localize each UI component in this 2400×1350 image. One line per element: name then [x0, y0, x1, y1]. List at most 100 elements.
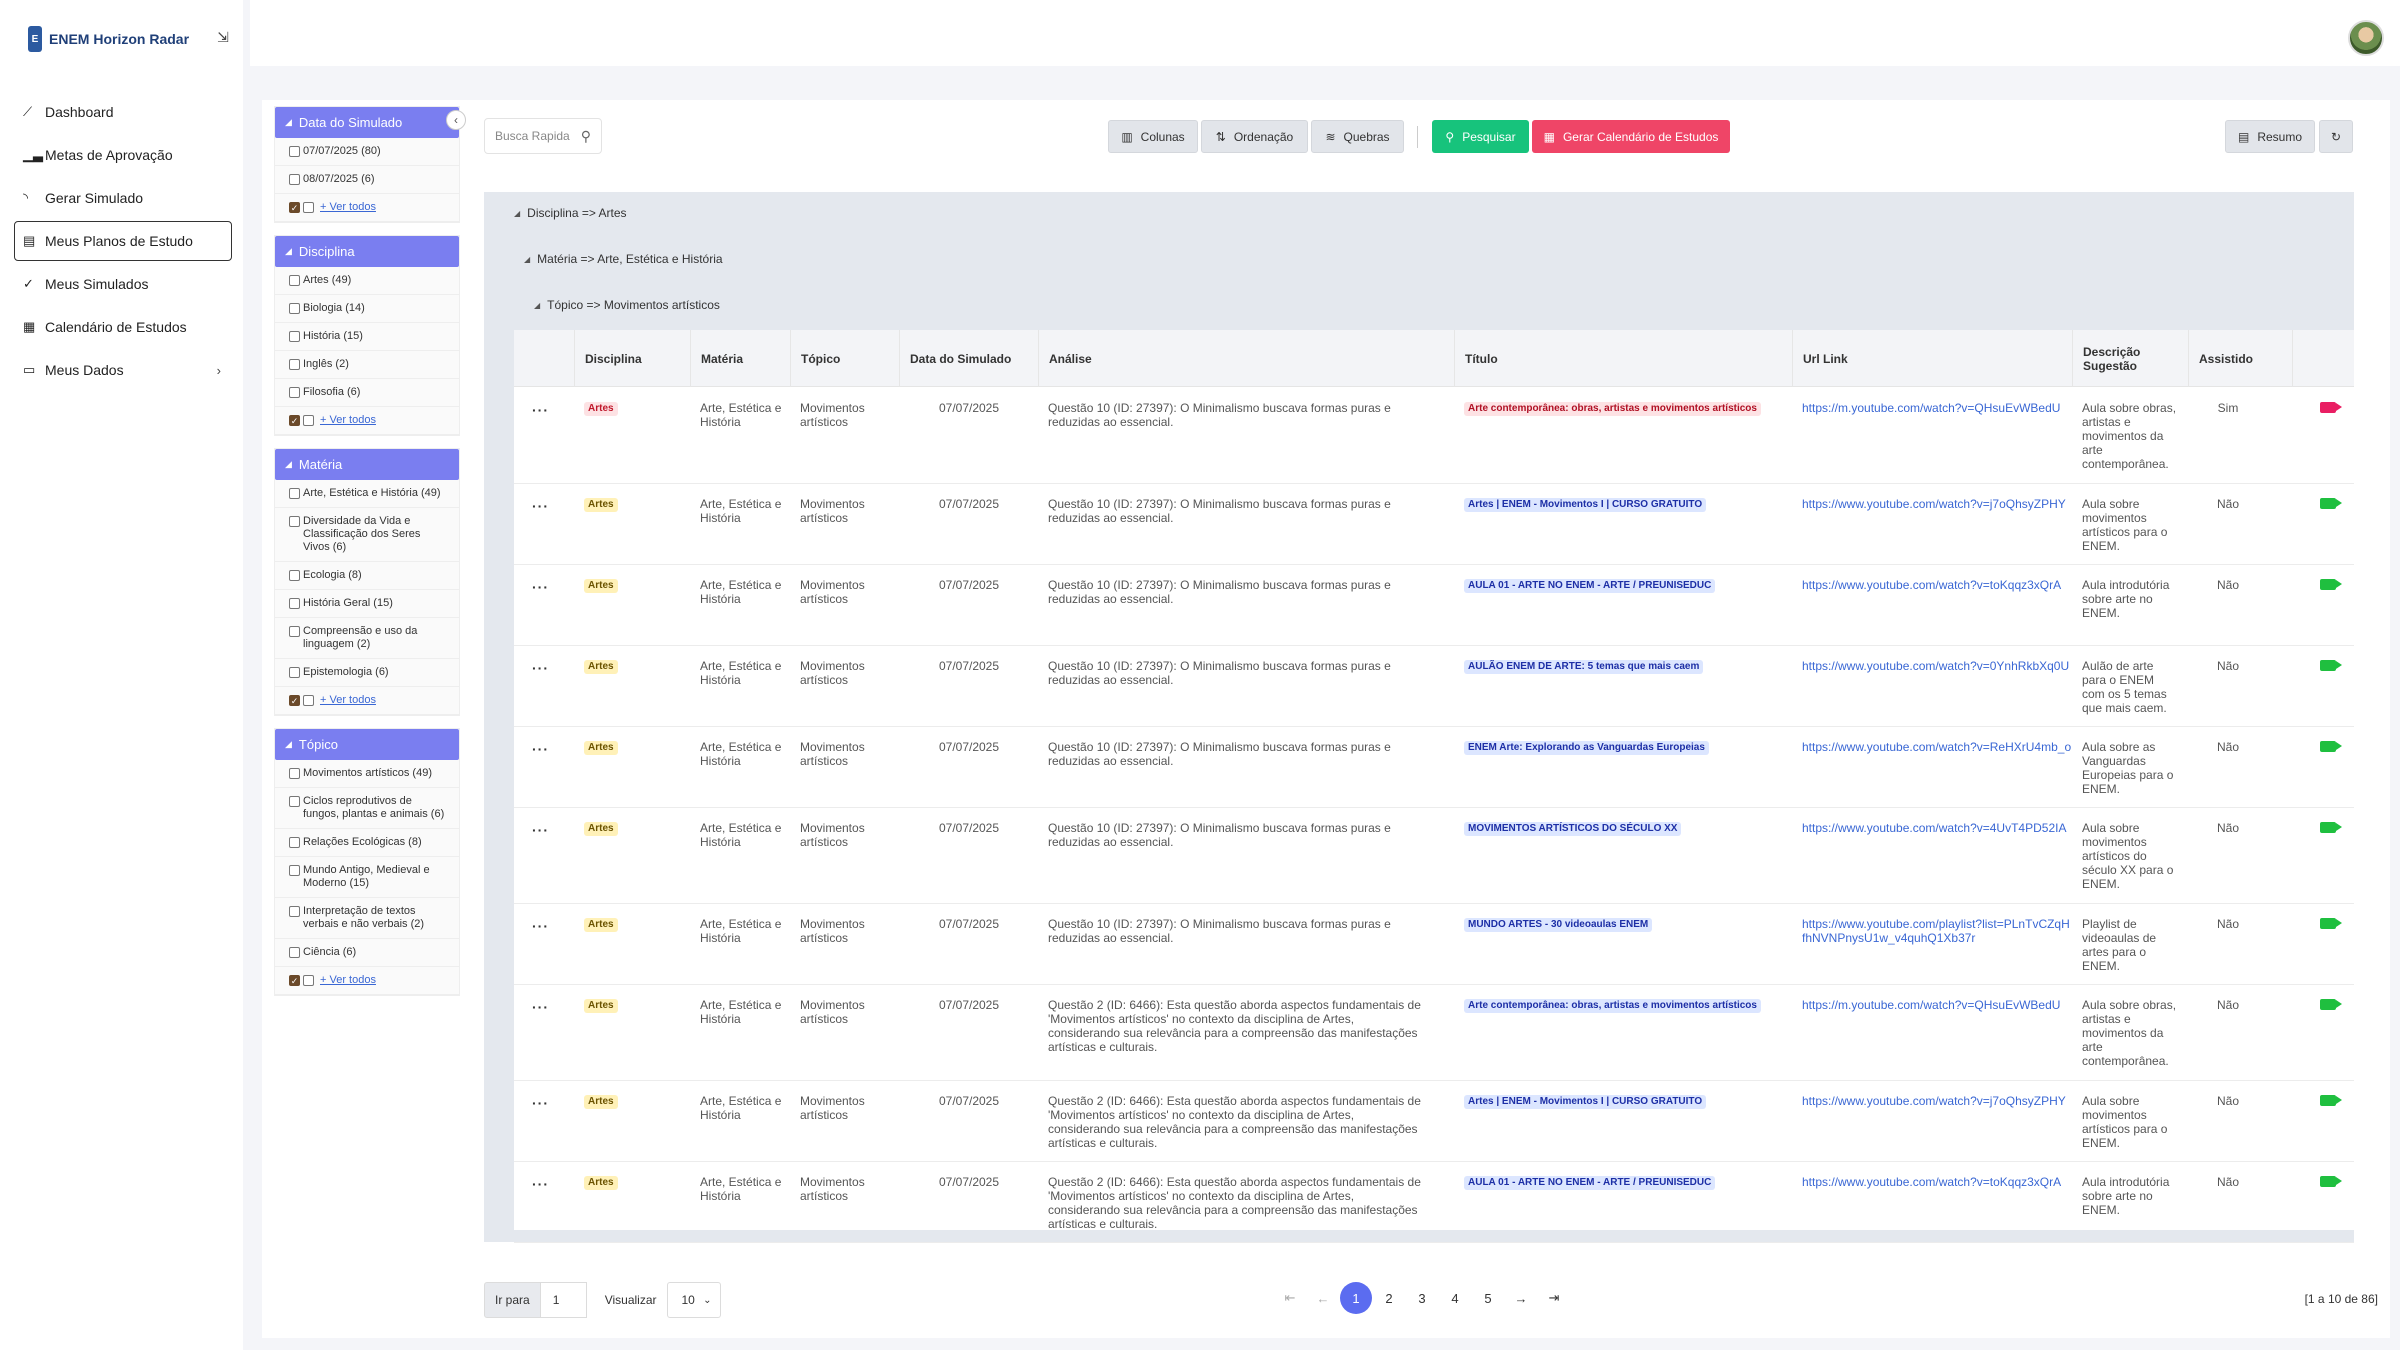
- avatar[interactable]: [2348, 20, 2384, 56]
- ver-todos-link[interactable]: + Ver todos: [320, 694, 376, 706]
- row-actions-icon[interactable]: ···: [532, 660, 549, 676]
- column-header-descri-o-sugest-o[interactable]: Descrição Sugestão: [2072, 330, 2188, 387]
- prev-page-icon[interactable]: ←: [1316, 1290, 1330, 1306]
- filter-header[interactable]: ◢ Disciplina: [275, 236, 459, 267]
- checkbox[interactable]: [289, 667, 300, 678]
- filter-header[interactable]: ◢ Data do Simulado: [275, 107, 459, 138]
- checkbox[interactable]: [289, 387, 300, 398]
- nav-item-calend-rio-de-estudos[interactable]: ▦ Calendário de Estudos: [14, 307, 232, 347]
- checkbox[interactable]: [289, 174, 300, 185]
- column-header-an-lise[interactable]: Análise: [1038, 330, 1454, 387]
- filter-option[interactable]: Inglês (2): [275, 351, 459, 379]
- url-link[interactable]: https://www.youtube.com/watch?v=ReHXrU4m…: [1802, 740, 2072, 754]
- search-input[interactable]: Busca Rapida ⚲: [484, 118, 602, 154]
- checkbox[interactable]: [303, 975, 314, 986]
- video-camera-icon[interactable]: [2320, 999, 2342, 1010]
- column-header-t-tulo[interactable]: Título: [1454, 330, 1792, 387]
- checkbox[interactable]: [289, 331, 300, 342]
- nav-item-meus-dados[interactable]: ▭ Meus Dados ›: [14, 350, 232, 390]
- nav-item-meus-simulados[interactable]: ✓ Meus Simulados: [14, 264, 232, 304]
- checkbox[interactable]: [289, 768, 300, 779]
- filter-header[interactable]: ◢ Matéria: [275, 449, 459, 480]
- select-all-checkbox[interactable]: ✓: [289, 975, 300, 986]
- select-all-checkbox[interactable]: ✓: [289, 202, 300, 213]
- ver-todos-link[interactable]: + Ver todos: [320, 414, 376, 426]
- video-camera-icon[interactable]: [2320, 579, 2342, 590]
- nav-item-metas-de-aprova-o[interactable]: ▁▃ Metas de Aprovação: [14, 135, 232, 175]
- row-actions-icon[interactable]: ···: [532, 741, 549, 757]
- checkbox[interactable]: [303, 695, 314, 706]
- ver-todos-link[interactable]: + Ver todos: [320, 974, 376, 986]
- row-actions-icon[interactable]: ···: [532, 402, 549, 418]
- checkbox[interactable]: [303, 415, 314, 426]
- checkbox[interactable]: [289, 865, 300, 876]
- url-link[interactable]: https://www.youtube.com/watch?v=0YnhRkbX…: [1802, 659, 2070, 673]
- page-button[interactable]: 3: [1418, 1290, 1426, 1306]
- filter-option[interactable]: Filosofia (6): [275, 379, 459, 407]
- row-actions-icon[interactable]: ···: [532, 822, 549, 838]
- row-actions-icon[interactable]: ···: [532, 918, 549, 934]
- sort-button[interactable]: ⇅ Ordenação: [1201, 120, 1308, 153]
- checkbox[interactable]: [289, 275, 300, 286]
- page-size-select[interactable]: 10 ⌄: [666, 1282, 721, 1318]
- page-button[interactable]: 4: [1451, 1290, 1459, 1306]
- page-button[interactable]: 2: [1385, 1290, 1393, 1306]
- checkbox[interactable]: [289, 796, 300, 807]
- nav-item-meus-planos-de-estudo[interactable]: ▤ Meus Planos de Estudo: [14, 221, 232, 261]
- column-header-assistido[interactable]: Assistido: [2188, 330, 2292, 387]
- column-header-data-do-simulado[interactable]: Data do Simulado: [899, 330, 1038, 387]
- filter-option[interactable]: História Geral (15): [275, 590, 459, 618]
- filter-option[interactable]: Movimentos artísticos (49): [275, 760, 459, 788]
- video-camera-icon[interactable]: [2320, 402, 2342, 413]
- filter-header[interactable]: ◢ Tópico: [275, 729, 459, 760]
- checkbox[interactable]: [289, 359, 300, 370]
- filter-option[interactable]: Interpretação de textos verbais e não ve…: [275, 898, 459, 939]
- filter-option[interactable]: 08/07/2025 (6): [275, 166, 459, 194]
- row-actions-icon[interactable]: ···: [532, 579, 549, 595]
- ver-todos-link[interactable]: + Ver todos: [320, 201, 376, 213]
- page-button[interactable]: 5: [1484, 1290, 1492, 1306]
- breaks-button[interactable]: ≋ Quebras: [1311, 120, 1404, 153]
- url-link[interactable]: https://www.youtube.com/watch?v=toKqqz3x…: [1802, 1175, 2062, 1189]
- filter-option[interactable]: Ecologia (8): [275, 562, 459, 590]
- page-button[interactable]: 1: [1340, 1282, 1372, 1314]
- filter-option[interactable]: Ciclos reprodutivos de fungos, plantas e…: [275, 788, 459, 829]
- brand[interactable]: E ENEM Horizon Radar: [28, 26, 189, 52]
- url-link[interactable]: https://m.youtube.com/watch?v=QHsuEvWBed…: [1802, 998, 2061, 1012]
- checkbox[interactable]: [289, 516, 300, 527]
- group-disciplina[interactable]: ◢ Disciplina => Artes: [514, 206, 627, 220]
- refresh-button[interactable]: ↻: [2319, 120, 2353, 153]
- page-input[interactable]: 1: [540, 1282, 587, 1318]
- filter-option[interactable]: História (15): [275, 323, 459, 351]
- column-header-mat-ria[interactable]: Matéria: [690, 330, 790, 387]
- nav-item-dashboard[interactable]: ⟋ Dashboard: [14, 92, 232, 132]
- filter-option[interactable]: Mundo Antigo, Medieval e Moderno (15): [275, 857, 459, 898]
- filter-option[interactable]: Ciência (6): [275, 939, 459, 967]
- video-camera-icon[interactable]: [2320, 741, 2342, 752]
- pesquisar-button[interactable]: ⚲ Pesquisar: [1432, 120, 1529, 153]
- select-all-checkbox[interactable]: ✓: [289, 415, 300, 426]
- column-header-disciplina[interactable]: Disciplina: [574, 330, 690, 387]
- url-link[interactable]: https://www.youtube.com/watch?v=j7oQhsyZ…: [1802, 1094, 2066, 1108]
- checkbox[interactable]: [289, 598, 300, 609]
- checkbox[interactable]: [289, 626, 300, 637]
- resumo-button[interactable]: ▤ Resumo: [2225, 120, 2315, 153]
- row-actions-icon[interactable]: ···: [532, 999, 549, 1015]
- nav-item-gerar-simulado[interactable]: ◝ Gerar Simulado: [14, 178, 232, 218]
- filter-option[interactable]: Arte, Estética e História (49): [275, 480, 459, 508]
- last-page-icon[interactable]: ⇥: [1548, 1290, 1560, 1305]
- column-header-t-pico[interactable]: Tópico: [790, 330, 899, 387]
- video-camera-icon[interactable]: [2320, 660, 2342, 671]
- checkbox[interactable]: [289, 906, 300, 917]
- collapse-filters-icon[interactable]: ‹: [446, 110, 466, 130]
- checkbox[interactable]: [289, 303, 300, 314]
- collapse-sidebar-icon[interactable]: ⇲: [217, 29, 229, 45]
- columns-button[interactable]: ▥ Colunas: [1108, 120, 1198, 153]
- column-header-url-link[interactable]: Url Link: [1792, 330, 2072, 387]
- row-actions-icon[interactable]: ···: [532, 498, 549, 514]
- select-all-checkbox[interactable]: ✓: [289, 695, 300, 706]
- checkbox[interactable]: [289, 146, 300, 157]
- checkbox[interactable]: [303, 202, 314, 213]
- first-page-icon[interactable]: ⇤: [1284, 1290, 1296, 1305]
- url-link[interactable]: https://www.youtube.com/watch?v=4UvT4PD5…: [1802, 821, 2067, 835]
